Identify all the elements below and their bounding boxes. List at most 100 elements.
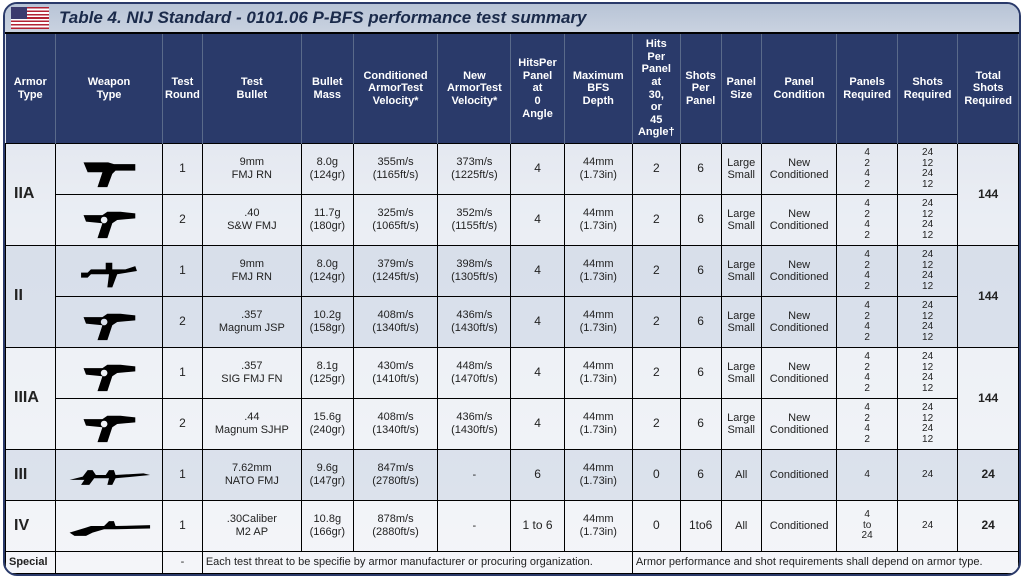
shots-cell: 24 [897, 501, 957, 552]
bullet-cell: 7.62mmNATO FMJ [202, 450, 301, 501]
shots-cell: 24122412 [897, 195, 957, 246]
nvel-cell: 352m/s(1155ft/s) [438, 195, 511, 246]
nvel-cell: - [438, 501, 511, 552]
col-header: TestRound [163, 34, 203, 144]
bullet-cell: .357SIG FMJ FN [202, 348, 301, 399]
bfs-cell: 44mm(1.73in) [564, 348, 632, 399]
mass-cell: 8.0g(124gr) [301, 246, 353, 297]
col-header: PanelSize [721, 34, 761, 144]
special-row: Special-Each test threat to be specifie … [6, 552, 1019, 574]
shots-cell: 24 [897, 450, 957, 501]
test-round-cell: 2 [163, 399, 203, 450]
hits30-cell: 0 [632, 450, 680, 501]
cvel-cell: 408m/s(1340ft/s) [353, 399, 438, 450]
panels-cell: 4242 [837, 399, 897, 450]
bfs-cell: 44mm(1.73in) [564, 195, 632, 246]
col-header: ArmorType [6, 34, 56, 144]
performance-table: ArmorTypeWeaponTypeTestRoundTestBulletBu… [5, 34, 1019, 574]
size-cell: LargeSmall [721, 195, 761, 246]
table-row: II19mmFMJ RN8.0g(124gr)379m/s(1245ft/s)3… [6, 246, 1019, 297]
size-cell: LargeSmall [721, 246, 761, 297]
total-shots-cell: 24 [958, 501, 1019, 552]
bfs-cell: 44mm(1.73in) [564, 246, 632, 297]
mass-cell: 8.0g(124gr) [301, 144, 353, 195]
test-round-cell: 1 [163, 246, 203, 297]
weapon-revolver-icon [73, 299, 145, 345]
table-row: III17.62mmNATO FMJ9.6g(147gr)847m/s(2780… [6, 450, 1019, 501]
special-note-right: Armor performance and shot requirements … [632, 552, 1018, 574]
col-header: NewArmorTestVelocity* [438, 34, 511, 144]
col-header: HitsPerPanelat30,or45Angle† [632, 34, 680, 144]
cond-cell: NewConditioned [761, 246, 836, 297]
size-cell: All [721, 450, 761, 501]
size-cell: LargeSmall [721, 297, 761, 348]
col-header: ConditionedArmorTestVelocity* [353, 34, 438, 144]
armor-type-cell: IIIA [6, 348, 56, 450]
weapon-cell [56, 246, 163, 297]
weapon-revolver-icon [73, 197, 145, 243]
table-row: 2.357Magnum JSP10.2g(158gr)408m/s(1340ft… [6, 297, 1019, 348]
mass-cell: 9.6g(147gr) [301, 450, 353, 501]
bullet-cell: 9mmFMJ RN [202, 144, 301, 195]
spp-cell: 6 [680, 195, 721, 246]
bullet-cell: .357Magnum JSP [202, 297, 301, 348]
table-row: IIIA1.357SIG FMJ FN8.1g(125gr)430m/s(141… [6, 348, 1019, 399]
test-round-cell: 2 [163, 195, 203, 246]
col-header: MaximumBFSDepth [564, 34, 632, 144]
shots-cell: 24122412 [897, 246, 957, 297]
hits30-cell: 2 [632, 399, 680, 450]
col-header: PanelCondition [761, 34, 836, 144]
nvel-cell: - [438, 450, 511, 501]
table-header: ArmorTypeWeaponTypeTestRoundTestBulletBu… [6, 34, 1019, 144]
nvel-cell: 373m/s(1225ft/s) [438, 144, 511, 195]
hits30-cell: 2 [632, 348, 680, 399]
bfs-cell: 44mm(1.73in) [564, 297, 632, 348]
mass-cell: 10.2g(158gr) [301, 297, 353, 348]
bullet-cell: 9mmFMJ RN [202, 246, 301, 297]
col-header: ShotsPerPanel [680, 34, 721, 144]
test-round-cell: 1 [163, 450, 203, 501]
weapon-rifle-long-icon [59, 503, 159, 549]
nvel-cell: 398m/s(1305ft/s) [438, 246, 511, 297]
shots-cell: 24122412 [897, 297, 957, 348]
armor-type-cell: IV [6, 501, 56, 552]
table-row: IV1.30CaliberM2 AP10.8g(166gr)878m/s(288… [6, 501, 1019, 552]
table-body: IIA19mmFMJ RN8.0g(124gr)355m/s(1165ft/s)… [6, 144, 1019, 574]
hits30-cell: 2 [632, 246, 680, 297]
total-shots-cell: 144 [958, 246, 1019, 348]
nvel-cell: 448m/s(1470ft/s) [438, 348, 511, 399]
spp-cell: 6 [680, 246, 721, 297]
test-round-cell: 1 [163, 144, 203, 195]
hits30-cell: 2 [632, 144, 680, 195]
col-header: BulletMass [301, 34, 353, 144]
hits0-cell: 4 [511, 144, 564, 195]
spp-cell: 6 [680, 144, 721, 195]
bullet-cell: .44Magnum SJHP [202, 399, 301, 450]
panels-cell: 4242 [837, 144, 897, 195]
weapon-cell [56, 195, 163, 246]
spp-cell: 1to6 [680, 501, 721, 552]
hits30-cell: 2 [632, 195, 680, 246]
size-cell: LargeSmall [721, 348, 761, 399]
col-header: TestBullet [202, 34, 301, 144]
cvel-cell: 325m/s(1065ft/s) [353, 195, 438, 246]
panels-cell: 4 [837, 450, 897, 501]
hits0-cell: 4 [511, 348, 564, 399]
test-round-cell: 1 [163, 501, 203, 552]
panels-cell: 4242 [837, 297, 897, 348]
hits0-cell: 6 [511, 450, 564, 501]
weapon-smg-icon [73, 248, 145, 294]
cvel-cell: 878m/s(2880ft/s) [353, 501, 438, 552]
weapon-cell [56, 348, 163, 399]
cond-cell: NewConditioned [761, 297, 836, 348]
hits0-cell: 4 [511, 246, 564, 297]
mass-cell: 15.6g(240gr) [301, 399, 353, 450]
shots-cell: 24122412 [897, 144, 957, 195]
bullet-cell: .40S&W FMJ [202, 195, 301, 246]
weapon-cell [56, 450, 163, 501]
size-cell: LargeSmall [721, 399, 761, 450]
weapon-pistol-icon [73, 146, 145, 192]
special-weapon [56, 552, 163, 574]
bfs-cell: 44mm(1.73in) [564, 144, 632, 195]
test-round-cell: 2 [163, 297, 203, 348]
